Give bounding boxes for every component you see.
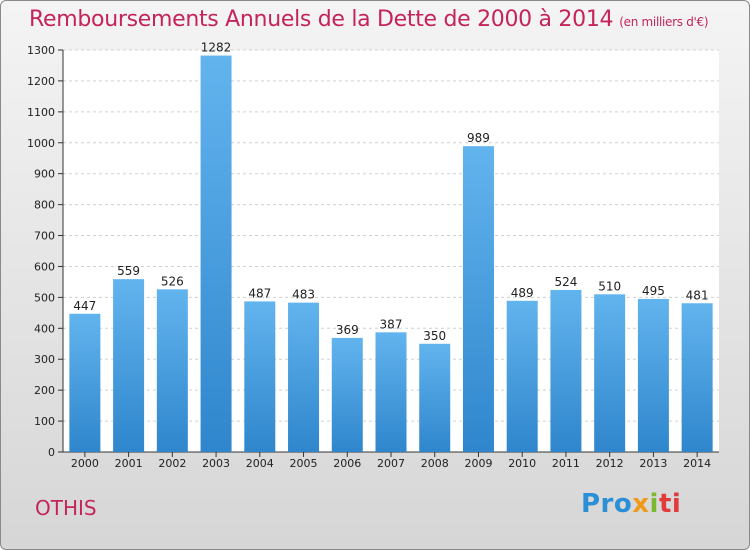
value-label-2011: 524	[554, 275, 577, 289]
y-tick-label: 1300	[27, 44, 55, 57]
value-label-2002: 526	[161, 274, 184, 288]
value-label-2007: 387	[380, 317, 403, 331]
y-tick-label: 800	[34, 199, 55, 212]
x-tick-label-2013: 2013	[639, 457, 667, 470]
y-tick-label: 900	[34, 168, 55, 181]
x-tick-label-2005: 2005	[290, 457, 318, 470]
value-label-2009: 989	[467, 131, 490, 145]
y-tick-label: 600	[34, 260, 55, 273]
x-tick-label-2014: 2014	[683, 457, 711, 470]
x-tick-label-2011: 2011	[552, 457, 580, 470]
y-tick-label: 700	[34, 230, 55, 243]
value-label-2012: 510	[598, 279, 621, 293]
y-tick-label: 1200	[27, 75, 55, 88]
y-tick-label: 200	[34, 384, 55, 397]
value-label-2000: 447	[73, 299, 96, 313]
y-tick-label: 400	[34, 322, 55, 335]
bar-2013	[637, 298, 669, 452]
x-tick-label-2007: 2007	[377, 457, 405, 470]
bar-2012	[594, 294, 626, 452]
chart-title: Remboursements Annuels de la Dette de 20…	[29, 7, 709, 32]
x-tick-label-2006: 2006	[333, 457, 361, 470]
value-label-2014: 481	[686, 288, 709, 302]
x-tick-label-2010: 2010	[508, 457, 536, 470]
x-tick-label-2002: 2002	[158, 457, 186, 470]
proxiti-logo: Proxiti	[581, 489, 682, 519]
x-tick-label-2009: 2009	[464, 457, 492, 470]
bar-2001	[113, 279, 145, 452]
value-label-2001: 559	[117, 264, 140, 278]
chart-unit: (en milliers d'€)	[619, 15, 709, 29]
commune-name: OTHIS	[35, 496, 97, 520]
bar-2002	[156, 289, 188, 452]
bar-2006	[331, 337, 363, 452]
y-tick-label: 1100	[27, 106, 55, 119]
value-label-2006: 369	[336, 323, 359, 337]
y-tick-label: 500	[34, 291, 55, 304]
value-label-2003: 1282	[201, 41, 232, 55]
y-tick-label: 100	[34, 415, 55, 428]
value-label-2008: 350	[423, 329, 446, 343]
y-tick-label: 300	[34, 353, 55, 366]
bar-2010	[506, 300, 538, 452]
bar-2004	[244, 301, 276, 452]
bar-2003	[200, 55, 232, 452]
x-tick-label-2000: 2000	[71, 457, 99, 470]
bar-2007	[375, 332, 407, 452]
bar-2009	[462, 146, 494, 452]
bar-2005	[288, 302, 320, 452]
value-label-2013: 495	[642, 284, 665, 298]
x-tick-label-2008: 2008	[421, 457, 449, 470]
y-tick-label: 1000	[27, 137, 55, 150]
bar-2011	[550, 289, 582, 452]
x-tick-label-2004: 2004	[246, 457, 274, 470]
x-tick-label-2001: 2001	[115, 457, 143, 470]
x-tick-label-2003: 2003	[202, 457, 230, 470]
bar-2014	[681, 303, 713, 452]
bar-2008	[419, 343, 451, 452]
y-tick-label: 0	[48, 446, 55, 459]
bar-2000	[69, 313, 101, 452]
x-tick-label-2012: 2012	[596, 457, 624, 470]
value-label-2005: 483	[292, 288, 315, 302]
value-label-2004: 487	[248, 286, 271, 300]
value-label-2010: 489	[511, 286, 534, 300]
